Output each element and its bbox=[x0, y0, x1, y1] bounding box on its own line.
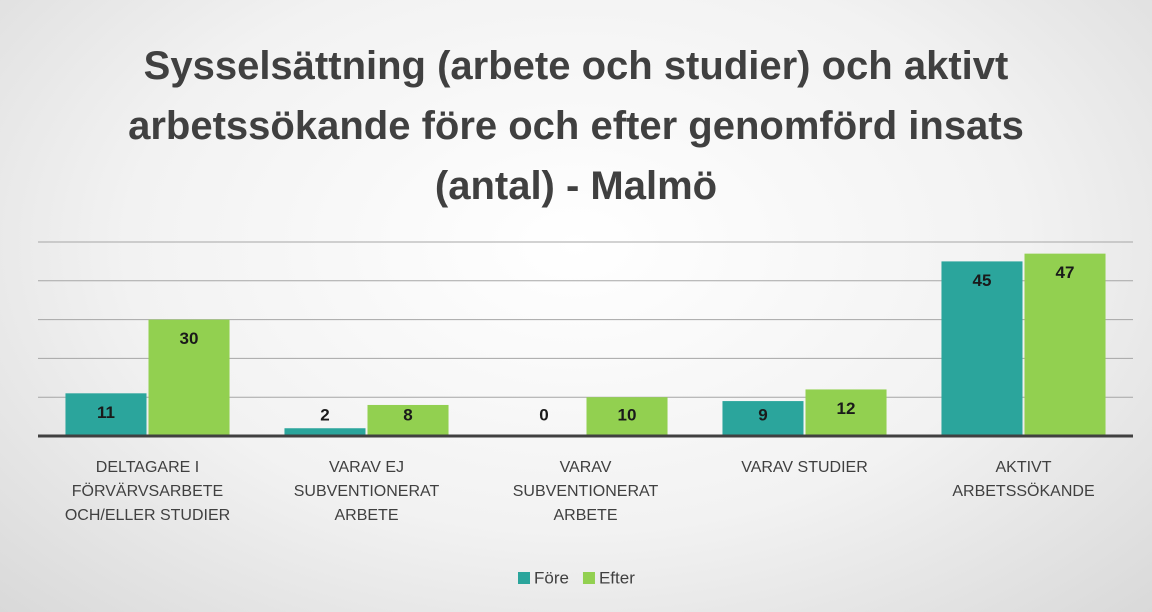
data-label: 9 bbox=[758, 405, 767, 424]
x-tick-label: AKTIVT ARBETSSÖKANDE bbox=[952, 459, 1095, 500]
legend-swatch bbox=[518, 572, 530, 584]
bar bbox=[1024, 253, 1106, 436]
bar bbox=[805, 389, 887, 436]
data-label: 0 bbox=[539, 405, 548, 424]
data-label: 2 bbox=[320, 405, 329, 424]
data-label: 47 bbox=[1056, 263, 1075, 282]
x-tick-label: DELTAGARE I FÖRVÄRVSARBETE OCH/ELLER STU… bbox=[64, 459, 231, 524]
data-label: 45 bbox=[973, 271, 992, 290]
bar bbox=[367, 404, 449, 436]
data-label: 12 bbox=[837, 399, 856, 418]
data-label: 10 bbox=[618, 405, 637, 424]
data-label: 11 bbox=[97, 403, 115, 422]
bar bbox=[586, 397, 668, 436]
legend-label: Efter bbox=[599, 568, 635, 587]
x-tick-label: VARAV STUDIER bbox=[741, 459, 868, 476]
x-tick-label: VARAV EJ SUBVENTIONERAT ARBETE bbox=[293, 459, 440, 524]
bar bbox=[148, 319, 230, 436]
data-label: 8 bbox=[403, 405, 412, 424]
legend-swatch bbox=[582, 572, 595, 584]
bar bbox=[284, 428, 366, 436]
bar bbox=[722, 401, 804, 436]
x-tick-label: VARAV SUBVENTIONERAT ARBETE bbox=[512, 459, 659, 524]
data-label: 30 bbox=[180, 329, 199, 348]
chart-title: Sysselsättning (arbete och studier) och … bbox=[128, 44, 1024, 208]
bar bbox=[65, 393, 147, 436]
bar bbox=[941, 261, 1023, 436]
legend-label: Före bbox=[534, 568, 569, 587]
